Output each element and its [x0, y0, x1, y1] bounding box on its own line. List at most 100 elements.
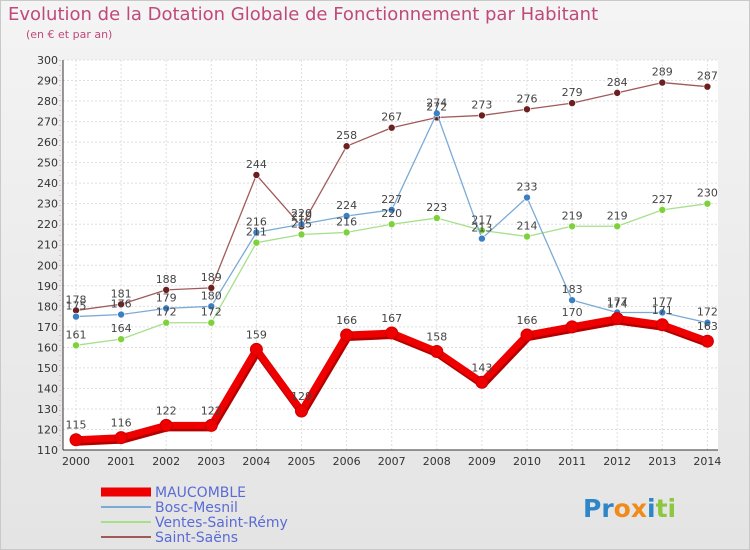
data-point — [658, 78, 667, 87]
x-tick-label: 2008 — [423, 455, 451, 468]
data-label: 258 — [336, 129, 357, 142]
data-label: 220 — [291, 207, 312, 220]
data-label: 116 — [111, 417, 132, 430]
x-tick-label: 2000 — [62, 455, 90, 468]
data-point — [655, 318, 669, 332]
data-label: 216 — [246, 215, 267, 228]
data-point — [207, 318, 216, 327]
series-lines — [69, 78, 714, 447]
y-tick-label: 150 — [37, 362, 58, 375]
x-tick-label: 2012 — [603, 455, 631, 468]
proxiti-logo: Proxiti — [583, 494, 676, 523]
x-tick-label: 2013 — [648, 455, 676, 468]
data-label: 176 — [111, 298, 132, 311]
data-labels: 178 181 188 189 244 219 258 267 272 273 276 279 284 2… — [66, 66, 718, 432]
data-point — [613, 222, 622, 231]
x-tick-label: 2007 — [378, 455, 406, 468]
data-point — [207, 302, 216, 311]
data-point — [114, 431, 128, 445]
logo-letter: i — [668, 494, 677, 523]
data-label: 244 — [246, 158, 267, 171]
y-tick-label: 270 — [37, 116, 58, 129]
y-tick-label: 110 — [37, 444, 58, 457]
y-tick-label: 240 — [37, 177, 58, 190]
y-tick-label: 180 — [37, 300, 58, 313]
data-point — [207, 284, 216, 292]
legend: MAUCOMBLEBosc-MesnilVentes-Saint-RémySai… — [101, 485, 288, 546]
y-tick-label: 250 — [37, 157, 58, 170]
data-label: 158 — [426, 330, 447, 343]
data-point — [658, 308, 667, 317]
data-label: 284 — [607, 76, 628, 89]
data-label: 220 — [381, 207, 402, 220]
y-tick-label: 290 — [37, 75, 58, 88]
data-label: 189 — [201, 271, 222, 284]
data-label: 215 — [291, 217, 312, 230]
logo-letter: P — [583, 494, 601, 523]
x-tick-label: 2001 — [107, 455, 135, 468]
data-point — [297, 230, 306, 239]
legend-label: Saint-Saëns — [155, 530, 238, 546]
data-label: 129 — [291, 390, 312, 403]
y-tick-label: 210 — [37, 239, 58, 252]
data-label: 177 — [607, 295, 628, 308]
data-point — [159, 418, 173, 432]
data-label: 227 — [652, 193, 673, 206]
y-tick-label: 160 — [37, 341, 58, 354]
data-point — [117, 310, 125, 319]
data-point — [252, 228, 261, 237]
data-point — [69, 433, 83, 447]
data-label: 166 — [517, 314, 538, 327]
data-point — [117, 300, 125, 309]
data-point — [520, 328, 534, 342]
data-label: 164 — [111, 322, 132, 335]
chart-subtitle: (en € et par an) — [26, 28, 113, 41]
data-point — [565, 320, 579, 334]
data-point — [72, 341, 80, 350]
data-point — [252, 238, 261, 247]
data-point — [703, 318, 712, 327]
x-tick-label: 2003 — [197, 455, 225, 468]
data-label: 122 — [156, 404, 177, 417]
legend-label: MAUCOMBLE — [155, 485, 246, 501]
data-label: 213 — [471, 222, 492, 235]
data-label: 181 — [111, 287, 132, 300]
data-label: 163 — [697, 320, 718, 333]
data-label: 174 — [607, 298, 628, 311]
data-label: 214 — [517, 220, 538, 233]
data-label: 143 — [471, 361, 492, 374]
x-tick-label: 2014 — [693, 455, 721, 468]
data-label: 276 — [517, 92, 538, 105]
data-label: 274 — [426, 96, 447, 109]
data-point — [387, 220, 396, 229]
data-point — [385, 326, 399, 340]
data-label: 223 — [426, 201, 447, 214]
logo-letter: i — [647, 494, 656, 523]
data-label: 161 — [66, 328, 87, 341]
data-label: 171 — [652, 304, 673, 317]
data-point — [162, 286, 170, 294]
data-label: 175 — [66, 300, 87, 313]
y-tick-label: 280 — [37, 95, 58, 108]
data-point — [204, 418, 218, 432]
data-label: 227 — [381, 193, 402, 206]
data-point — [342, 228, 351, 237]
data-point — [387, 123, 396, 132]
data-point — [703, 199, 712, 208]
data-point — [700, 334, 714, 348]
data-label: 211 — [246, 226, 267, 239]
data-label: 233 — [517, 181, 538, 194]
data-label: 177 — [652, 295, 673, 308]
data-label: 122 — [201, 404, 222, 417]
data-point — [658, 206, 667, 214]
y-tick-label: 140 — [37, 382, 58, 395]
x-tick-label: 2006 — [333, 455, 361, 468]
data-label: 172 — [156, 306, 177, 319]
data-point — [342, 142, 351, 151]
logo-letter: o — [614, 494, 631, 523]
data-point — [478, 111, 486, 120]
data-point — [568, 99, 576, 107]
data-point — [568, 222, 576, 231]
y-tick-label: 230 — [37, 198, 58, 211]
y-tick-label: 170 — [37, 321, 58, 334]
